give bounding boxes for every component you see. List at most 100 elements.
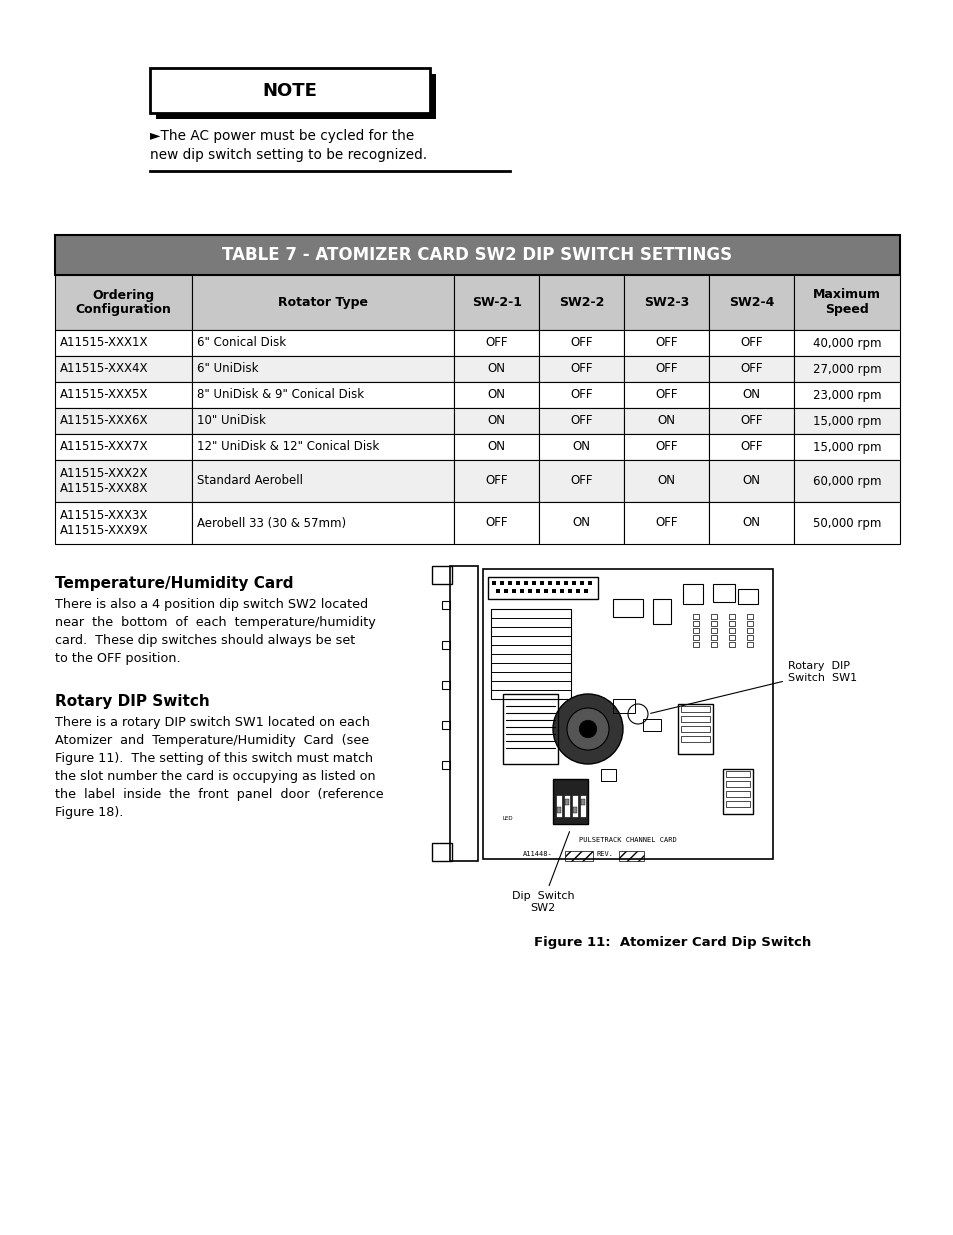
Text: A11448-: A11448- xyxy=(522,851,552,857)
Bar xyxy=(722,769,752,814)
Bar xyxy=(793,275,899,330)
Text: OFF: OFF xyxy=(570,474,593,488)
Bar xyxy=(746,621,752,626)
Bar xyxy=(538,433,623,459)
Bar xyxy=(708,382,793,408)
Text: REV.: REV. xyxy=(597,851,614,857)
Text: OFF: OFF xyxy=(570,336,593,350)
Text: 15,000 rpm: 15,000 rpm xyxy=(812,441,881,453)
Circle shape xyxy=(578,720,597,737)
Text: OFF: OFF xyxy=(655,363,678,375)
Bar xyxy=(563,795,569,818)
Bar xyxy=(680,726,709,732)
Bar xyxy=(536,589,539,593)
Bar xyxy=(587,580,592,585)
Text: SW-2-1: SW-2-1 xyxy=(472,296,521,309)
Bar xyxy=(710,629,717,634)
Text: 6" UniDisk: 6" UniDisk xyxy=(196,363,257,375)
Text: 23,000 rpm: 23,000 rpm xyxy=(812,389,881,401)
Circle shape xyxy=(566,708,608,750)
Bar xyxy=(725,802,749,806)
Bar xyxy=(55,235,899,275)
Bar xyxy=(793,501,899,543)
Bar xyxy=(600,769,616,781)
Bar xyxy=(55,408,192,433)
Bar xyxy=(432,566,452,584)
Text: Rotary  DIP
Switch  SW1: Rotary DIP Switch SW1 xyxy=(650,661,856,714)
Bar xyxy=(746,629,752,634)
Bar xyxy=(538,459,623,501)
Bar xyxy=(573,806,577,813)
Bar xyxy=(192,501,454,543)
Bar xyxy=(519,589,523,593)
Bar xyxy=(532,580,536,585)
Bar xyxy=(556,580,559,585)
Bar xyxy=(507,580,512,585)
Bar xyxy=(563,580,567,585)
Bar xyxy=(712,584,734,601)
Bar xyxy=(793,408,899,433)
Text: 27,000 rpm: 27,000 rpm xyxy=(812,363,881,375)
Bar xyxy=(738,589,758,604)
Bar xyxy=(728,635,734,640)
Bar xyxy=(583,589,587,593)
Text: LED: LED xyxy=(502,816,513,821)
Bar xyxy=(454,275,538,330)
Bar xyxy=(746,642,752,647)
Bar xyxy=(454,459,538,501)
Bar xyxy=(623,275,708,330)
Bar xyxy=(623,356,708,382)
Text: A11515-XXX3X
A11515-XXX9X: A11515-XXX3X A11515-XXX9X xyxy=(60,509,149,537)
Text: OFF: OFF xyxy=(485,474,508,488)
Text: OFF: OFF xyxy=(740,415,762,427)
Text: OFF: OFF xyxy=(655,336,678,350)
Text: A11515-XXX1X: A11515-XXX1X xyxy=(60,336,149,350)
Bar xyxy=(710,621,717,626)
Bar xyxy=(710,635,717,640)
Bar xyxy=(793,459,899,501)
Bar xyxy=(488,577,598,599)
Bar xyxy=(512,589,516,593)
Bar xyxy=(567,589,572,593)
Text: ON: ON xyxy=(487,389,505,401)
Bar xyxy=(572,580,576,585)
Text: 50,000 rpm: 50,000 rpm xyxy=(812,516,881,530)
Bar xyxy=(623,330,708,356)
Bar xyxy=(454,501,538,543)
Bar xyxy=(553,779,587,824)
Bar xyxy=(579,795,585,818)
Bar xyxy=(708,433,793,459)
Text: 8" UniDisk & 9" Conical Disk: 8" UniDisk & 9" Conical Disk xyxy=(196,389,363,401)
Text: 6" Conical Disk: 6" Conical Disk xyxy=(196,336,285,350)
Bar xyxy=(572,795,578,818)
Bar xyxy=(708,408,793,433)
Text: NOTE: NOTE xyxy=(262,82,317,100)
Bar xyxy=(618,851,643,861)
Bar xyxy=(692,629,699,634)
Bar xyxy=(708,330,793,356)
Text: Ordering
Configuration: Ordering Configuration xyxy=(75,289,171,316)
Bar xyxy=(564,851,593,861)
Bar xyxy=(708,356,793,382)
Bar xyxy=(692,635,699,640)
Text: 10" UniDisk: 10" UniDisk xyxy=(196,415,265,427)
Text: Dip  Switch
SW2: Dip Switch SW2 xyxy=(511,831,574,913)
Bar xyxy=(539,580,543,585)
Bar xyxy=(538,501,623,543)
Text: ON: ON xyxy=(572,516,590,530)
Bar xyxy=(793,382,899,408)
Bar xyxy=(496,589,499,593)
Bar xyxy=(491,609,571,699)
Bar xyxy=(725,781,749,787)
Bar xyxy=(492,580,496,585)
Bar xyxy=(454,408,538,433)
Text: OFF: OFF xyxy=(570,389,593,401)
Text: 15,000 rpm: 15,000 rpm xyxy=(812,415,881,427)
Text: OFF: OFF xyxy=(570,363,593,375)
Text: OFF: OFF xyxy=(655,516,678,530)
Bar xyxy=(55,382,192,408)
Bar xyxy=(55,275,192,330)
Text: A11515-XXX7X: A11515-XXX7X xyxy=(60,441,149,453)
Bar xyxy=(692,642,699,647)
Bar xyxy=(613,699,635,713)
